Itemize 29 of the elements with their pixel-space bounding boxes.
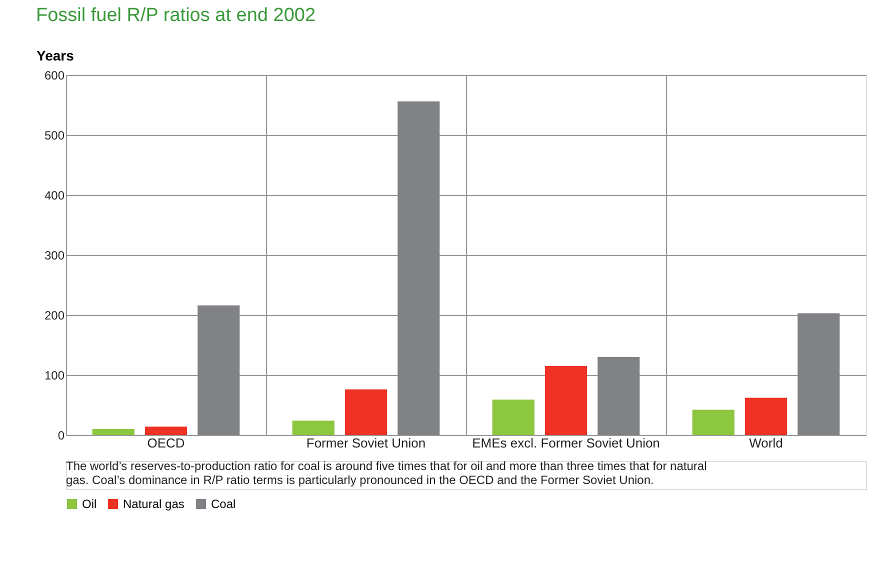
x-tick-label: EMEs excl. Former Soviet Union [472, 436, 660, 450]
x-tick-label: OECD [147, 436, 185, 450]
y-tick-label: 300 [44, 248, 65, 262]
y-tick-label: 0 [58, 428, 65, 442]
bar [492, 400, 534, 435]
legend-label: Oil [82, 497, 97, 511]
bar [798, 313, 840, 435]
x-tick-label: Former Soviet Union [306, 436, 426, 450]
y-tick-label: 100 [44, 368, 65, 382]
bar [144, 426, 188, 435]
y-axis-title: Years [36, 48, 74, 64]
bar [292, 420, 334, 435]
bar [744, 398, 788, 435]
bar [344, 389, 388, 435]
legend-label: Natural gas [123, 497, 184, 511]
bar [544, 366, 588, 435]
y-tick-label: 200 [44, 308, 65, 322]
y-tick-label: 400 [44, 188, 65, 202]
bar [598, 357, 640, 435]
text: The world’s reserves-to-production ratio for coal is around five times that for oil and more than three times that for natural gas. Coal’s dominance in R/P ratio terms is particularly pronounced in the OECD and the Former Soviet Union. [66, 459, 707, 487]
x-tick-label: World [749, 436, 783, 450]
chart-title: Fossil fuel R/P ratios at end 2002 [36, 5, 316, 26]
y-tick-label: 600 [44, 68, 65, 82]
bar [398, 101, 440, 435]
bar [692, 410, 734, 435]
bar [92, 429, 134, 435]
bar [198, 305, 240, 435]
legend-label: Coal [211, 497, 236, 511]
y-tick-label: 500 [44, 128, 65, 142]
